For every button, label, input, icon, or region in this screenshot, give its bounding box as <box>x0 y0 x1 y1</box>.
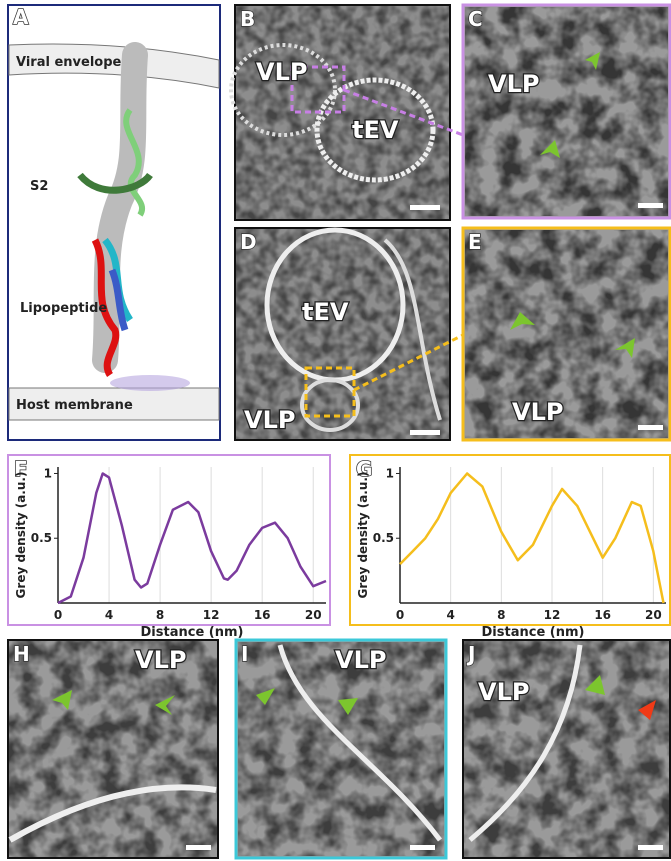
panel-label: E <box>468 230 482 254</box>
x-tick-label: 12 <box>203 608 220 622</box>
x-tick-label: 20 <box>305 608 322 622</box>
panel-label: A <box>13 5 29 29</box>
panel-a: A Viral envelope S2 Lipopeptide Host mem… <box>8 5 220 440</box>
panel-label: I <box>241 642 248 666</box>
panel-e: E VLP <box>463 228 670 440</box>
x-tick-label: 4 <box>446 608 454 622</box>
x-tick-label: 8 <box>497 608 505 622</box>
annotation: tEV <box>352 116 399 144</box>
panel-label: J <box>466 642 475 666</box>
panel-label: C <box>468 7 483 31</box>
panel-label: D <box>240 230 257 254</box>
y-tick-label: 0.5 <box>31 531 52 545</box>
panel-i: I VLP <box>236 640 446 858</box>
chart-border <box>8 455 330 625</box>
y-tick-label: 0.5 <box>373 531 394 545</box>
panel-label: H <box>13 642 30 666</box>
annotation: VLP <box>135 646 186 674</box>
x-tick-label: 4 <box>105 608 113 622</box>
panel-b: B VLP tEV <box>231 5 463 220</box>
x-axis-label: Distance (nm) <box>482 625 585 640</box>
x-tick-label: 0 <box>396 608 404 622</box>
panel-d: D tEV VLP <box>235 228 463 440</box>
x-tick-label: 20 <box>645 608 662 622</box>
annotation: VLP <box>256 58 307 86</box>
y-axis-label: Grey density (a.u.) <box>356 472 370 599</box>
annotation: VLP <box>478 678 529 706</box>
x-tick-label: 0 <box>54 608 62 622</box>
panel-label: B <box>240 7 255 31</box>
annotation: S2 <box>30 179 48 194</box>
annotation: Host membrane <box>16 398 133 413</box>
x-tick-label: 8 <box>156 608 164 622</box>
annotation: VLP <box>244 406 295 434</box>
annotation: VLP <box>335 646 386 674</box>
annotation: VLP <box>488 70 539 98</box>
panel-h: H VLP <box>8 640 218 858</box>
x-axis-label: Distance (nm) <box>141 625 244 640</box>
figure: A Viral envelope S2 Lipopeptide Host mem… <box>0 0 671 861</box>
panel-c: C VLP <box>463 5 670 218</box>
x-tick-label: 16 <box>254 608 271 622</box>
annotation: VLP <box>512 398 563 426</box>
chart-border <box>350 455 670 625</box>
x-tick-label: 12 <box>544 608 561 622</box>
y-tick-label: 1 <box>386 466 394 480</box>
x-tick-label: 16 <box>594 608 611 622</box>
y-tick-label: 1 <box>44 466 52 480</box>
annotation: Viral envelope <box>16 55 122 70</box>
annotation: Lipopeptide <box>20 301 107 316</box>
annotation: tEV <box>302 298 349 326</box>
y-axis-label: Grey density (a.u.) <box>14 472 28 599</box>
panel-j: J VLP <box>463 640 670 858</box>
